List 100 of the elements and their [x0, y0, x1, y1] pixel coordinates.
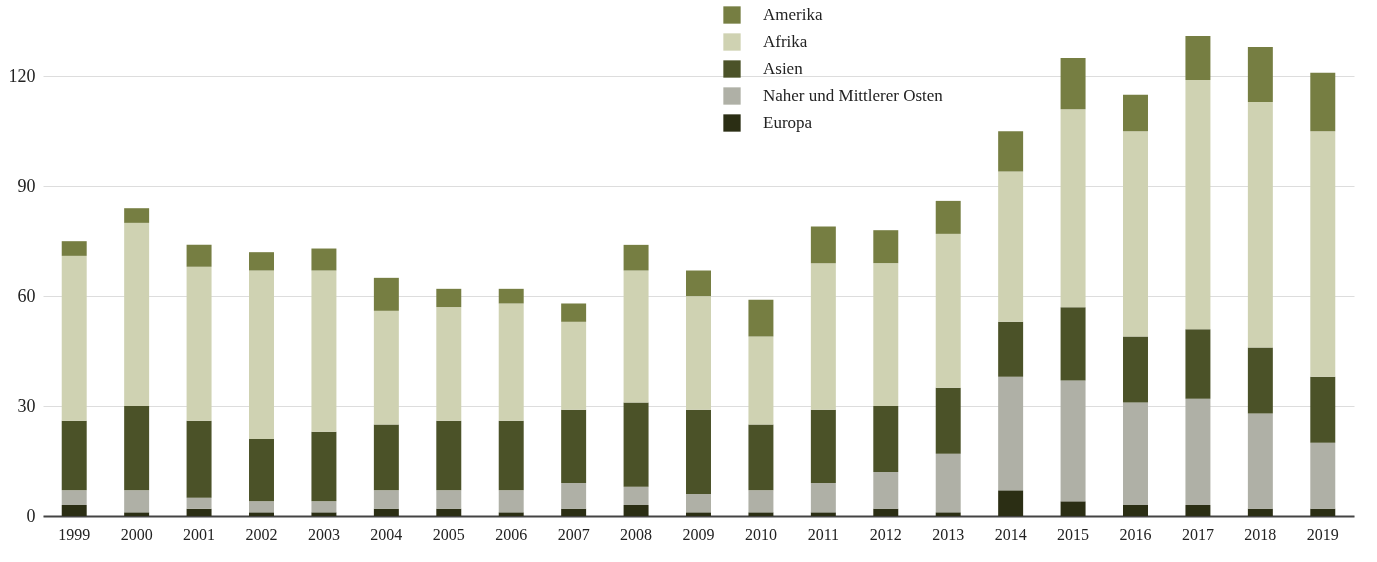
- bar: [373, 277, 399, 311]
- y-tick-label: 30: [17, 395, 36, 416]
- bar: [436, 490, 462, 509]
- bar: [436, 288, 462, 308]
- bar: [498, 512, 524, 516]
- bar: [1310, 442, 1336, 509]
- bar: [998, 376, 1024, 491]
- legend-label: Naher und Mittlerer Osten: [763, 86, 944, 105]
- x-tick-label: 2019: [1306, 525, 1339, 543]
- bar: [498, 288, 524, 304]
- bar: [748, 512, 774, 516]
- bar: [810, 483, 836, 513]
- bar: [561, 321, 587, 410]
- bar: [1123, 94, 1148, 132]
- bar: [623, 486, 649, 506]
- bar: [1247, 101, 1273, 348]
- bar: [873, 508, 899, 516]
- bar: [311, 270, 337, 432]
- bar: [748, 490, 774, 513]
- bar: [1060, 57, 1086, 110]
- bar: [1310, 131, 1336, 377]
- bar: [1060, 307, 1086, 381]
- bar: [998, 321, 1024, 377]
- bar: [61, 241, 87, 256]
- bar: [1310, 72, 1336, 132]
- bar: [61, 505, 87, 516]
- x-tick-label: 2002: [245, 525, 278, 543]
- bar: [373, 508, 399, 516]
- y-tick-label: 90: [17, 175, 36, 196]
- x-tick-label: 2004: [370, 525, 403, 543]
- legend-label: Afrika: [763, 32, 808, 51]
- bar: [249, 512, 274, 516]
- x-tick-label: 2001: [183, 525, 216, 543]
- bar: [1123, 402, 1148, 506]
- bar: [561, 483, 587, 509]
- bar: [810, 263, 836, 410]
- bar: [1247, 347, 1273, 414]
- bar: [810, 226, 836, 264]
- y-tick-label: 120: [8, 65, 36, 86]
- bar: [1247, 46, 1273, 102]
- bar: [998, 131, 1024, 172]
- bar: [1060, 501, 1086, 516]
- x-tick-label: 1999: [58, 525, 91, 543]
- bar: [1185, 505, 1211, 516]
- bar: [1123, 505, 1148, 516]
- bar: [686, 512, 711, 516]
- bar: [873, 472, 899, 509]
- x-tick-label: 2006: [495, 525, 528, 543]
- bar: [311, 431, 337, 502]
- bar: [61, 255, 87, 421]
- x-tick-label: 2007: [557, 525, 590, 543]
- bar: [1310, 376, 1336, 443]
- x-tick-label: 2009: [682, 525, 715, 543]
- bar: [1310, 508, 1336, 516]
- bar: [373, 310, 399, 425]
- bar: [748, 424, 774, 491]
- bar: [623, 244, 649, 271]
- bar: [124, 222, 150, 407]
- bar: [61, 420, 87, 491]
- bar: [186, 508, 212, 516]
- bar: [124, 490, 150, 513]
- x-tick-label: 2013: [932, 525, 965, 543]
- x-tick-label: 2017: [1181, 525, 1214, 543]
- bar: [686, 296, 711, 410]
- bar: [561, 508, 587, 516]
- bar: [498, 490, 524, 513]
- bar: [873, 230, 899, 264]
- x-tick-label: 2000: [120, 525, 153, 543]
- bar: [249, 252, 274, 271]
- bar: [623, 402, 649, 487]
- x-tick-label: 2018: [1244, 525, 1277, 543]
- bar: [1185, 36, 1211, 80]
- bar: [935, 453, 961, 513]
- bar: [498, 303, 524, 421]
- bar: [249, 270, 274, 440]
- bar: [935, 233, 961, 388]
- bar: [436, 420, 462, 491]
- bar: [186, 244, 212, 267]
- legend-label: Asien: [763, 59, 804, 78]
- bar: [1247, 508, 1273, 516]
- x-tick-label: 2005: [432, 525, 465, 543]
- bar: [373, 424, 399, 491]
- x-tick-label: 2011: [807, 525, 840, 543]
- bar: [311, 512, 337, 516]
- bar: [561, 303, 587, 322]
- x-tick-label: 2012: [869, 525, 902, 543]
- bar: [623, 505, 649, 516]
- x-tick-label: 2014: [994, 525, 1027, 543]
- bar: [935, 200, 961, 234]
- legend-label: Amerika: [763, 5, 823, 24]
- bar: [686, 270, 711, 297]
- x-tick-label: 2008: [620, 525, 653, 543]
- bar: [1185, 398, 1211, 506]
- bar: [373, 490, 399, 509]
- bar: [436, 307, 462, 421]
- bar: [748, 299, 774, 337]
- bar: [1123, 131, 1148, 337]
- bar: [1060, 109, 1086, 308]
- bar: [186, 266, 212, 421]
- bar: [124, 208, 150, 223]
